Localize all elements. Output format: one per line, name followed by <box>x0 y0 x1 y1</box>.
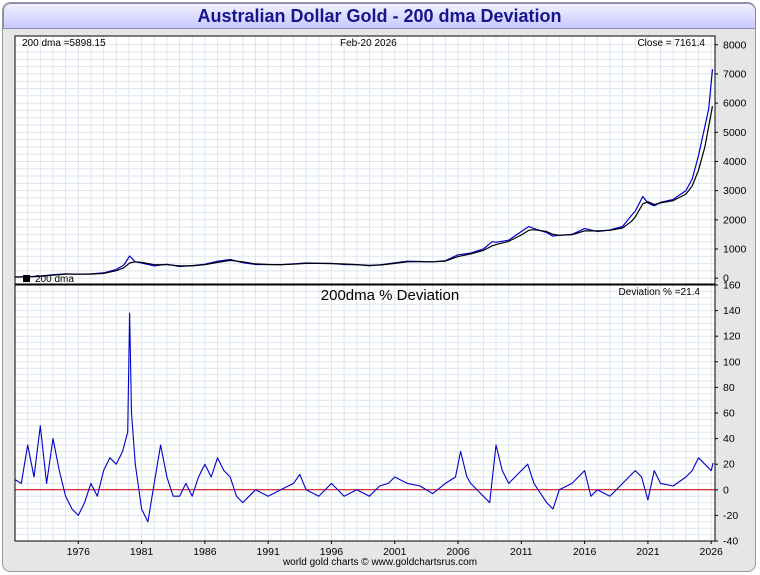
footer-credit: world gold charts © www.goldchartsrus.co… <box>282 557 478 568</box>
chart-title: Australian Dollar Gold - 200 dma Deviati… <box>197 5 562 26</box>
deviation-ytick-label: 0 <box>723 484 729 496</box>
price-ytick-label: 6000 <box>723 98 747 110</box>
deviation-ytick-label: 100 <box>723 356 741 368</box>
xtick-label: 2021 <box>636 546 660 558</box>
deviation-ytick-label: 20 <box>723 459 735 471</box>
deviation-ytick-label: 40 <box>723 433 735 445</box>
deviation-ytick-label: 120 <box>723 331 741 343</box>
price-ytick-label: 2000 <box>723 214 747 226</box>
price-ytick-label: 7000 <box>723 68 747 80</box>
xtick-label: 2001 <box>383 546 407 558</box>
price-panel-border <box>14 35 716 285</box>
dma-value-label: 200 dma =5898.15 <box>22 38 106 49</box>
close-value-label: Close = 7161.4 <box>637 38 705 49</box>
xtick-label: 2016 <box>573 546 597 558</box>
deviation-ytick-label: -40 <box>723 536 738 548</box>
price-ytick-label: 4000 <box>723 156 747 168</box>
xtick-label: 2026 <box>700 546 724 558</box>
deviation-title: 200dma % Deviation <box>321 287 459 304</box>
xtick-label: 1991 <box>256 546 280 558</box>
xtick-label: 2011 <box>510 546 533 558</box>
dma-line <box>14 105 714 278</box>
deviation-ytick-label: -20 <box>723 510 738 522</box>
price-ytick-label: 1000 <box>723 243 747 255</box>
xtick-label: 2006 <box>446 546 470 558</box>
deviation-ytick-label: 60 <box>723 408 735 420</box>
xtick-label: 1981 <box>130 546 154 558</box>
xtick-label: 1996 <box>320 546 344 558</box>
deviation-value-label: Deviation % =21.4 <box>619 287 701 298</box>
deviation-ytick-label: 80 <box>723 382 735 394</box>
deviation-line <box>14 312 714 523</box>
dma-legend-swatch <box>23 275 30 282</box>
xtick-label: 1976 <box>67 546 91 558</box>
deviation-ytick-label: 140 <box>723 305 741 317</box>
deviation-ytick-label: 160 <box>723 280 741 292</box>
title-bar: Australian Dollar Gold - 200 dma Deviati… <box>3 3 756 29</box>
price-ytick-label: 3000 <box>723 185 747 197</box>
price-ytick-label: 0 <box>723 273 729 285</box>
dma-legend-label: 200 dma <box>35 274 74 285</box>
price-panel <box>15 36 715 284</box>
date-label: Feb-20 2026 <box>340 38 397 49</box>
xtick-label: 1986 <box>193 546 217 558</box>
price-ytick-label: 5000 <box>723 127 747 139</box>
price-ytick-label: 8000 <box>723 39 747 51</box>
